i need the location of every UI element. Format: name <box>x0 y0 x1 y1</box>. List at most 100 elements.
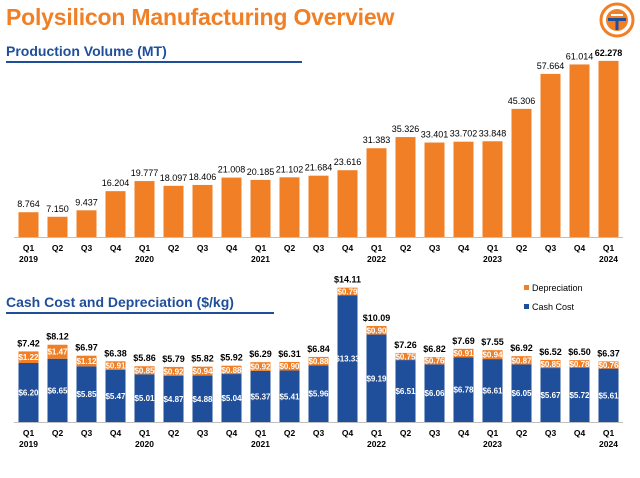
cash-cost-value-label: $5.61 <box>598 391 619 400</box>
production-quarter-tick: Q2 <box>284 243 296 253</box>
production-bar <box>540 73 561 237</box>
production-value-label: 16.204 <box>102 178 130 188</box>
cash-cost-bar <box>482 359 503 422</box>
production-quarter-tick: Q2 <box>168 243 180 253</box>
total-cost-label: $5.82 <box>191 354 214 364</box>
production-bar <box>105 191 126 237</box>
total-cost-label: $6.82 <box>423 344 446 354</box>
depreciation-bar <box>250 362 271 371</box>
cash-cost-quarter-tick: Q4 <box>458 428 470 438</box>
production-value-label: 8.764 <box>17 199 40 209</box>
cash-cost-quarter-tick: Q3 <box>429 428 441 438</box>
cash-cost-bar <box>395 360 416 422</box>
depreciation-value-label: $0.91 <box>453 349 474 358</box>
cash-cost-bar <box>366 334 387 422</box>
cash-cost-bar <box>250 370 271 422</box>
production-year-tick: 2022 <box>367 254 386 264</box>
production-quarter-tick: Q1 <box>603 243 615 253</box>
cash-cost-quarter-tick: Q3 <box>81 428 93 438</box>
cash-cost-value-label: $5.04 <box>221 394 242 403</box>
cash-cost-value-label: $5.96 <box>308 390 329 399</box>
depreciation-value-label: $0.76 <box>424 357 445 366</box>
depreciation-value-label: $1.12 <box>76 357 97 366</box>
production-bar <box>424 142 445 237</box>
legend-cash-cost-label: Cash Cost <box>532 302 575 312</box>
production-value-label: 21.102 <box>276 164 304 174</box>
production-value-label: 21.684 <box>305 163 333 173</box>
production-quarter-tick: Q4 <box>342 243 354 253</box>
production-value-label: 18.406 <box>189 172 217 182</box>
cash-cost-value-label: $5.72 <box>569 391 590 400</box>
total-cost-label: $6.38 <box>104 348 127 358</box>
depreciation-value-label: $0.92 <box>163 367 184 376</box>
cash-cost-value-label: $9.19 <box>366 374 387 383</box>
production-bar <box>511 108 532 238</box>
depreciation-bar <box>76 355 97 367</box>
cash-cost-quarter-tick: Q2 <box>168 428 180 438</box>
cash-cost-quarter-tick: Q3 <box>545 428 557 438</box>
cash-cost-quarter-tick: Q1 <box>371 428 383 438</box>
depreciation-bar <box>279 361 300 371</box>
cash-cost-title-underline <box>6 312 274 314</box>
cash-cost-year-tick: 2023 <box>483 439 502 449</box>
cash-cost-quarter-tick: Q4 <box>110 428 122 438</box>
depreciation-bar <box>308 356 329 366</box>
legend-depreciation-swatch <box>524 285 529 290</box>
cash-cost-bar <box>511 364 532 422</box>
production-quarter-tick: Q2 <box>516 243 528 253</box>
cash-cost-value-label: $6.20 <box>18 389 39 398</box>
total-cost-label: $6.31 <box>278 349 301 359</box>
cash-cost-quarter-tick: Q3 <box>313 428 325 438</box>
cash-cost-value-label: $5.37 <box>250 392 271 401</box>
depreciation-value-label: $0.87 <box>511 356 532 365</box>
total-cost-label: $6.29 <box>249 349 272 359</box>
cash-cost-year-tick: 2024 <box>599 439 618 449</box>
total-cost-label: $7.55 <box>481 337 504 347</box>
cash-cost-bar <box>105 369 126 422</box>
cash-cost-bar <box>192 375 213 422</box>
production-quarter-tick: Q1 <box>255 243 267 253</box>
production-bar <box>134 181 155 237</box>
cash-cost-bar <box>337 295 358 422</box>
production-bar <box>221 177 242 237</box>
cash-cost-bar <box>540 368 561 422</box>
production-value-label: 33.702 <box>450 129 478 139</box>
production-year-tick: 2019 <box>19 254 38 264</box>
depreciation-value-label: $1.47 <box>47 348 68 357</box>
production-quarter-tick: Q4 <box>110 243 122 253</box>
production-year-tick: 2020 <box>135 254 154 264</box>
production-bar <box>482 141 503 237</box>
cash-cost-year-tick: 2020 <box>135 439 154 449</box>
depreciation-bar <box>540 359 561 369</box>
production-value-label: 31.383 <box>363 135 391 145</box>
cash-cost-value-label: $6.65 <box>47 386 68 395</box>
cash-cost-year-tick: 2022 <box>367 439 386 449</box>
depreciation-bar <box>18 351 39 364</box>
production-title-underline <box>6 61 302 63</box>
depreciation-bar <box>424 357 445 365</box>
production-year-tick: 2023 <box>483 254 502 264</box>
production-bar <box>598 60 619 238</box>
production-bar <box>250 179 271 237</box>
cash-cost-bar <box>598 368 619 422</box>
depreciation-value-label: $0.94 <box>482 351 503 360</box>
production-bar <box>569 64 590 237</box>
production-bar <box>337 170 358 237</box>
cash-cost-value-label: $5.85 <box>76 390 97 399</box>
production-value-label: 21.008 <box>218 165 246 175</box>
cash-cost-quarter-tick: Q1 <box>603 428 615 438</box>
cash-cost-bar <box>221 374 242 422</box>
depreciation-bar <box>337 287 358 296</box>
cash-cost-quarter-tick: Q2 <box>516 428 528 438</box>
depreciation-bar <box>366 326 387 335</box>
production-value-label: 19.777 <box>131 168 159 178</box>
total-cost-label: $5.86 <box>133 353 156 363</box>
total-cost-label: $5.92 <box>220 353 243 363</box>
production-quarter-tick: Q2 <box>52 243 64 253</box>
production-value-label: 33.848 <box>479 128 507 138</box>
cash-cost-section-title: Cash Cost and Depreciation ($/kg) <box>6 294 234 310</box>
production-value-label: 62.278 <box>595 48 623 58</box>
production-bar <box>366 148 387 237</box>
total-cost-label: $6.92 <box>510 343 533 353</box>
